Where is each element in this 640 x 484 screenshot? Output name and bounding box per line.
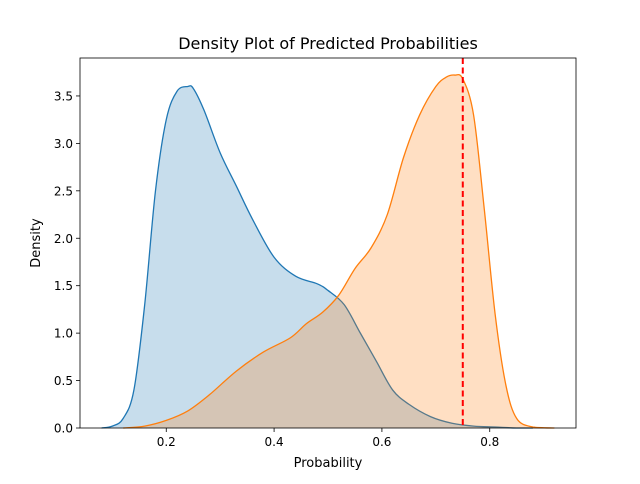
density-areas bbox=[101, 73, 555, 429]
density-series-1-fill bbox=[101, 85, 533, 428]
y-tick-label: 2.0 bbox=[54, 232, 73, 246]
y-axis-label: Density bbox=[29, 218, 44, 268]
plot-frame bbox=[79, 57, 577, 429]
x-tick-label: 0.4 bbox=[265, 435, 284, 449]
chart-title: Density Plot of Predicted Probabilities bbox=[178, 34, 478, 53]
y-tick-label: 0.5 bbox=[54, 374, 73, 388]
x-axis-ticks: 0.2 0.4 0.6 0.8 bbox=[157, 428, 499, 449]
x-axis-label: Probability bbox=[294, 456, 363, 471]
density-series-1-line bbox=[101, 85, 533, 429]
density-series-2-line bbox=[123, 73, 555, 429]
density-series-2-fill bbox=[123, 74, 555, 428]
y-tick-label: 1.5 bbox=[54, 279, 73, 293]
x-tick-label: 0.8 bbox=[480, 435, 499, 449]
x-tick-label: 0.2 bbox=[157, 435, 176, 449]
y-axis-ticks: 0.0 0.5 1.0 1.5 2.0 2.5 3.0 3.5 bbox=[54, 89, 80, 436]
y-tick-label: 3.5 bbox=[54, 89, 73, 103]
y-tick-label: 0.0 bbox=[54, 422, 73, 436]
y-tick-label: 2.5 bbox=[54, 184, 73, 198]
y-tick-label: 3.0 bbox=[54, 137, 73, 151]
y-tick-label: 1.0 bbox=[54, 327, 73, 341]
x-tick-label: 0.6 bbox=[372, 435, 391, 449]
